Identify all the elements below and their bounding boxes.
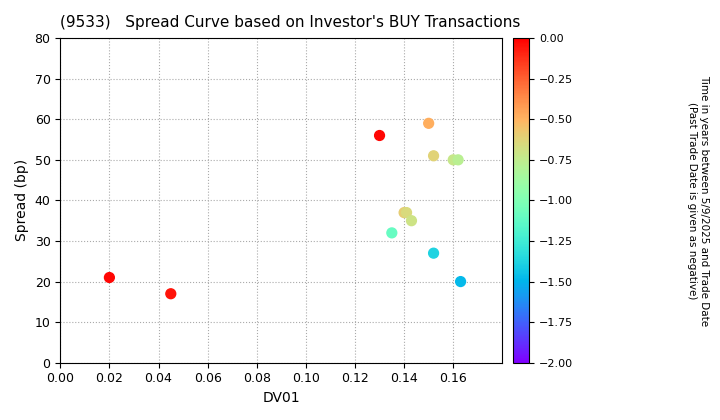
Point <box>428 152 439 159</box>
Point <box>374 132 385 139</box>
Point <box>386 229 397 236</box>
Point <box>428 250 439 257</box>
X-axis label: DV01: DV01 <box>263 391 300 405</box>
Point <box>455 278 467 285</box>
Point <box>104 274 115 281</box>
Point <box>452 157 464 163</box>
Point <box>398 209 410 216</box>
Point <box>423 120 434 127</box>
Y-axis label: Time in years between 5/9/2025 and Trade Date
(Past Trade Date is given as negat: Time in years between 5/9/2025 and Trade… <box>688 75 709 326</box>
Point <box>165 290 176 297</box>
Y-axis label: Spread (bp): Spread (bp) <box>15 159 29 242</box>
Point <box>447 157 459 163</box>
Text: (9533)   Spread Curve based on Investor's BUY Transactions: (9533) Spread Curve based on Investor's … <box>60 15 521 30</box>
Point <box>405 217 417 224</box>
Point <box>401 209 413 216</box>
